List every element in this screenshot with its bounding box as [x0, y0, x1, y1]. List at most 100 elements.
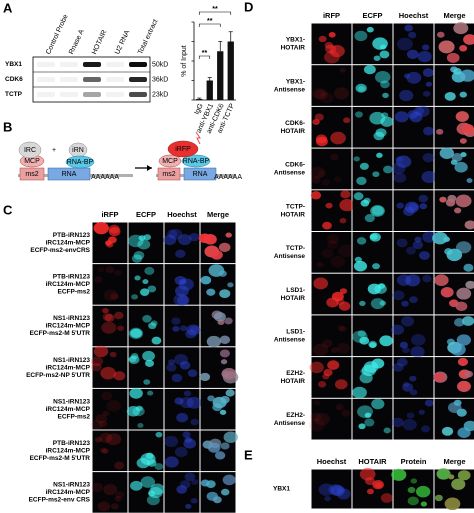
- cell-blob: [363, 197, 371, 204]
- cell-blob: [402, 382, 414, 392]
- cell-blob: [322, 339, 333, 348]
- row-label: CDK6-: [285, 120, 305, 127]
- cell-blob: [114, 495, 122, 502]
- cell-blob: [191, 478, 199, 485]
- cell-blob: [321, 179, 330, 186]
- cell-blob: [101, 448, 109, 454]
- cell-blob: [189, 325, 200, 334]
- cell-blob: [328, 484, 343, 496]
- cell-blob: [357, 330, 366, 337]
- cell-blob: [176, 485, 188, 494]
- blot-band: [37, 92, 55, 97]
- cell-blob: [448, 474, 455, 480]
- row-label: Antisense: [274, 420, 305, 427]
- cell-blob: [409, 111, 423, 123]
- cell-blob: [456, 241, 472, 254]
- cell-blob: [406, 49, 419, 59]
- diagram-label: IRC: [24, 147, 36, 154]
- cell-blob: [182, 431, 191, 438]
- cell-blob: [459, 69, 474, 82]
- cell-blob: [219, 289, 231, 299]
- cell-blob: [207, 442, 221, 453]
- cell-blob: [330, 153, 339, 161]
- micrograph-bg: [164, 430, 200, 472]
- micrograph-bg: [92, 388, 128, 430]
- cell-blob: [130, 328, 143, 339]
- micrograph: [310, 190, 355, 231]
- cell-blob: [450, 343, 466, 356]
- cell-blob: [137, 239, 151, 250]
- diagram-label: MCP: [24, 158, 40, 165]
- row-label: ECFP-ms2-env CRS: [29, 497, 91, 504]
- cell-blob: [401, 300, 409, 307]
- cell-blob: [102, 410, 110, 417]
- cell-blob: [155, 431, 163, 438]
- diagram-label: MCP: [162, 158, 178, 165]
- cell-blob: [100, 366, 116, 380]
- cell-blob: [383, 427, 391, 434]
- micrograph: [200, 305, 236, 348]
- cell-blob: [184, 472, 196, 482]
- micrograph-bg: [92, 430, 128, 472]
- cell-blob: [313, 277, 329, 290]
- cell-blob: [455, 194, 472, 208]
- row-label: iRC124m-MCP: [46, 448, 91, 455]
- micrograph: [92, 264, 128, 305]
- cell-blob: [94, 436, 102, 443]
- cell-blob: [371, 205, 384, 216]
- cell-blob: [459, 45, 468, 52]
- cell-blob: [136, 457, 150, 469]
- cell-blob: [227, 282, 234, 288]
- cell-blob: [314, 113, 324, 121]
- cell-blob: [106, 400, 121, 412]
- cell-blob: [163, 234, 177, 246]
- cell-blob: [391, 162, 406, 175]
- cell-blob: [334, 379, 348, 390]
- cell-blob: [408, 203, 419, 211]
- cell-blob: [327, 360, 340, 370]
- cell-blob: [171, 317, 181, 325]
- cell-blob: [418, 409, 425, 415]
- column-header: Merge: [443, 11, 465, 20]
- cell-blob: [166, 229, 178, 238]
- cell-blob: [439, 147, 455, 159]
- cell-blob: [453, 318, 465, 327]
- cell-blob: [324, 50, 340, 64]
- cell-blob: [392, 362, 404, 372]
- cell-blob: [221, 488, 230, 496]
- cell-blob: [164, 435, 179, 448]
- cell-blob: [145, 359, 155, 367]
- cell-blob: [126, 406, 140, 417]
- cell-blob: [318, 483, 335, 496]
- blot-row-label: TCTP: [5, 91, 23, 98]
- cell-blob: [421, 170, 437, 184]
- cell-blob: [434, 274, 449, 286]
- cell-blob: [422, 274, 432, 283]
- cell-blob: [218, 270, 227, 277]
- cell-blob: [339, 217, 347, 224]
- cell-blob: [452, 67, 462, 75]
- cell-blob: [102, 307, 109, 314]
- cell-blob: [363, 361, 379, 373]
- cell-blob: [396, 357, 408, 367]
- cell-blob: [334, 176, 342, 183]
- micrograph: [310, 148, 352, 190]
- micrograph: [311, 469, 352, 509]
- micrograph: [311, 65, 352, 106]
- cell-blob: [447, 341, 462, 354]
- cell-blob: [436, 128, 444, 135]
- blot-band: [129, 77, 147, 82]
- cell-blob: [380, 116, 394, 127]
- cell-blob: [450, 343, 466, 356]
- cell-blob: [131, 254, 143, 263]
- micrograph: [393, 105, 434, 148]
- cell-blob: [358, 423, 366, 430]
- panel-label: A: [3, 0, 13, 15]
- micrograph: [434, 22, 474, 65]
- cell-blob: [330, 131, 346, 145]
- cell-blob: [372, 263, 380, 270]
- cell-blob: [339, 199, 355, 212]
- cell-blob: [208, 264, 225, 277]
- blot-band: [60, 92, 78, 97]
- cell-blob: [338, 301, 351, 311]
